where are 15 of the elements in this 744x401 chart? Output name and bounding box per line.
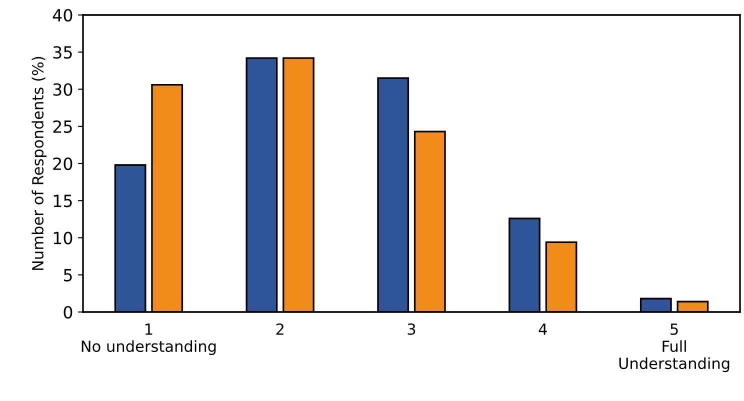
x-tick-label: 3: [408, 323, 416, 335]
y-tick-label: 35: [53, 46, 72, 59]
y-tick-label: 40: [52, 8, 72, 22]
y-tick-label: 25: [53, 120, 72, 133]
y-axis-title: Number of Respondents (%): [32, 56, 47, 270]
x-tick-label: 5 Full Understanding: [619, 324, 730, 372]
y-tick-label: 10: [54, 232, 72, 244]
x-tick-label: 1 No understanding: [82, 324, 216, 356]
y-tick-label: 5: [64, 269, 72, 282]
y-tick-label: 0: [64, 306, 72, 319]
x-tick-label: 4: [538, 324, 547, 335]
y-tick-label: 15: [54, 194, 72, 208]
y-tick-label: 30: [53, 83, 72, 96]
y-tick-label: 20: [53, 157, 72, 170]
x-tick-label: 2: [276, 323, 284, 335]
